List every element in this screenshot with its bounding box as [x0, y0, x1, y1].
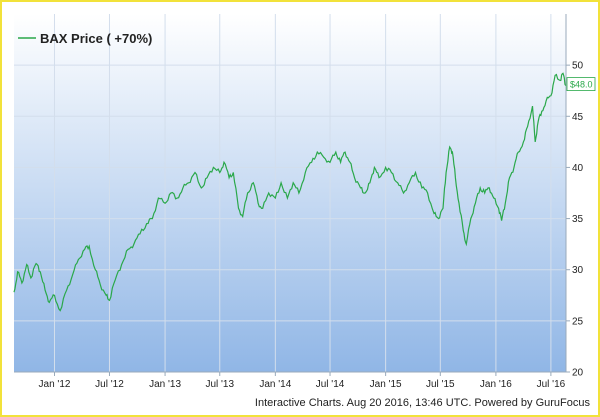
- y-tick-label-20: 20: [572, 368, 584, 379]
- x-tick-label-5: Jul '14: [316, 379, 345, 390]
- plot-area: [14, 14, 566, 372]
- last-price-box: [566, 77, 596, 91]
- x-tick-label-2: Jan '13: [149, 379, 181, 390]
- legend-label: BAX Price ( +70%): [40, 31, 152, 46]
- y-tick-label-25: 25: [572, 316, 584, 327]
- series-line-bax: [13, 72, 567, 312]
- x-tick-label-4: Jan '14: [259, 379, 291, 390]
- y-tick-label-45: 45: [572, 112, 584, 123]
- last-price-label: $48.0: [570, 80, 593, 90]
- x-tick-label-9: Jul '16: [537, 379, 566, 390]
- y-tick-label-35: 35: [572, 214, 584, 225]
- x-tick-label-1: Jul '12: [95, 379, 124, 390]
- x-tick-label-6: Jan '15: [370, 379, 402, 390]
- x-tick-label-0: Jan '12: [39, 379, 71, 390]
- y-tick-label-40: 40: [572, 163, 584, 174]
- y-tick-label-50: 50: [572, 61, 584, 72]
- x-tick-label-3: Jul '13: [205, 379, 234, 390]
- y-tick-label-30: 30: [572, 265, 584, 276]
- x-tick-label-7: Jul '15: [426, 379, 455, 390]
- footer-credit: Interactive Charts. Aug 20 2016, 13:46 U…: [255, 397, 591, 409]
- x-tick-label-8: Jan '16: [480, 379, 512, 390]
- legend: BAX Price ( +70%): [18, 31, 152, 46]
- last-price-marker: $48.0: [566, 77, 596, 91]
